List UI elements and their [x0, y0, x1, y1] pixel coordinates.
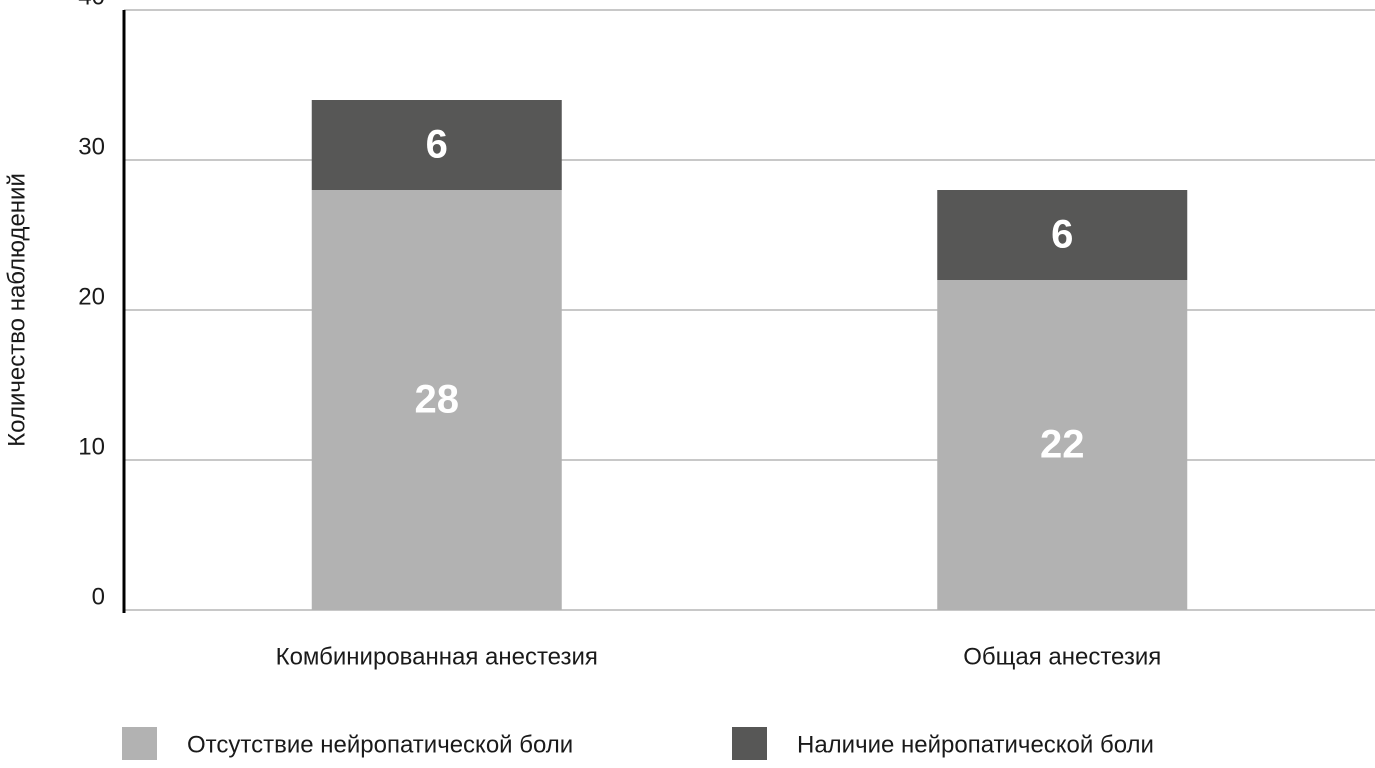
- x-tick-label: Общая анестезия: [963, 643, 1161, 670]
- data-label: 22: [1040, 423, 1085, 467]
- data-label: 6: [426, 123, 448, 167]
- y-tick-label: 10: [78, 433, 105, 460]
- y-tick-label: 20: [78, 283, 105, 310]
- legend-swatch: [122, 727, 157, 760]
- x-tick-label: Комбинированная анестезия: [276, 643, 598, 670]
- bar-segment: [937, 280, 1188, 610]
- legend-label: Наличие нейропатической боли: [797, 731, 1154, 758]
- data-label: 6: [1051, 213, 1073, 257]
- bar-segment: [311, 190, 562, 610]
- legend-swatch: [732, 727, 767, 760]
- y-tick-label: 30: [78, 133, 105, 160]
- bar-segment: [311, 100, 562, 190]
- y-tick-label: 40: [78, 0, 105, 10]
- y-tick-label: 0: [92, 583, 105, 610]
- legend-label: Отсутствие нейропатической боли: [187, 731, 573, 758]
- bar-segment: [937, 190, 1188, 280]
- y-axis-label: Количество наблюдений: [3, 173, 30, 447]
- data-label: 28: [415, 378, 460, 422]
